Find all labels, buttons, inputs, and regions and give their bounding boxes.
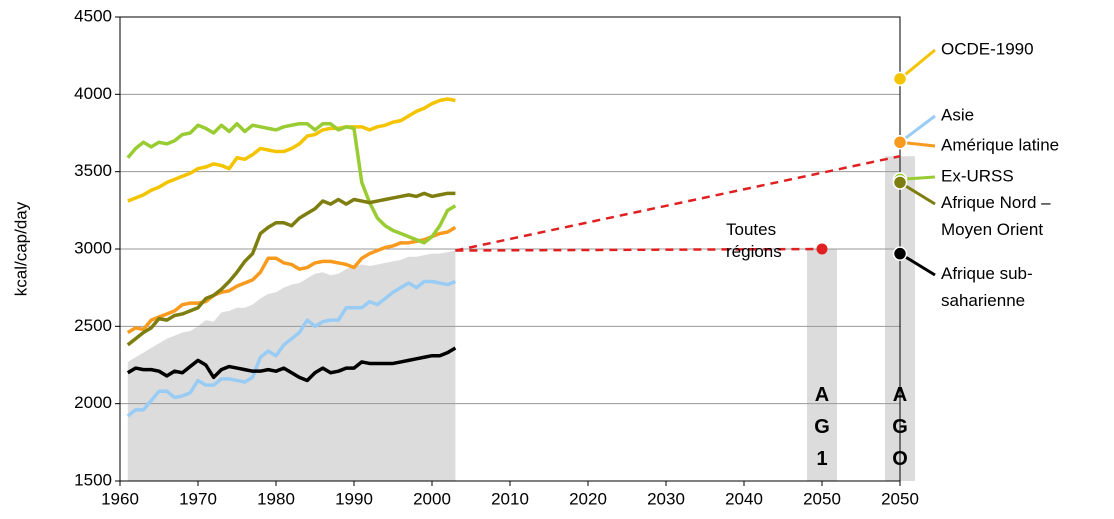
legend-label: Afrique sub-saharienne bbox=[941, 264, 1033, 310]
series-line bbox=[126, 121, 457, 245]
legend-label: Amérique latine bbox=[941, 135, 1059, 154]
y-tick-label: 2500 bbox=[74, 316, 112, 335]
legend-label: Asie bbox=[941, 105, 974, 124]
x-tick-label: 1970 bbox=[179, 489, 217, 508]
ago-marker bbox=[892, 175, 908, 190]
series-line bbox=[126, 191, 456, 347]
y-axis-label: kcal/cap/day bbox=[11, 201, 30, 296]
ago-marker bbox=[892, 135, 908, 150]
y-tick-label: 3000 bbox=[74, 238, 112, 257]
scenario-point bbox=[816, 243, 828, 255]
y-tick-label: 2000 bbox=[74, 393, 112, 412]
x-tick-label: 2010 bbox=[491, 489, 529, 508]
scenario-bar bbox=[807, 249, 837, 481]
legend-label: Ex-URSS bbox=[941, 166, 1014, 185]
series-line bbox=[126, 279, 457, 418]
ago-marker bbox=[892, 71, 908, 87]
world-area bbox=[127, 250, 456, 481]
y-tick-label: 1500 bbox=[74, 470, 112, 489]
scenario-line bbox=[455, 247, 823, 252]
legend-connector bbox=[899, 48, 936, 81]
annotation: Toutes régions bbox=[726, 220, 782, 261]
x-tick-label: 2030 bbox=[647, 489, 685, 508]
x-tick-label: 2040 bbox=[725, 489, 763, 508]
y-tick-label: 4500 bbox=[74, 6, 112, 25]
x-tick-label: 1990 bbox=[335, 489, 373, 508]
series-line bbox=[126, 225, 457, 335]
legend-label: OCDE-1990 bbox=[941, 39, 1034, 58]
y-tick-label: 3500 bbox=[74, 161, 112, 180]
legend-connector bbox=[899, 114, 936, 144]
ago-marker bbox=[892, 246, 908, 261]
y-tick-label: 4000 bbox=[74, 84, 112, 103]
series-line bbox=[126, 346, 457, 383]
x-tick-label: 2020 bbox=[569, 489, 607, 508]
x-tick-label: 1980 bbox=[257, 489, 295, 508]
legend-label: Afrique Nord – Moyen Orient bbox=[941, 193, 1051, 239]
x-tick-label: 2000 bbox=[413, 489, 451, 508]
series-line bbox=[127, 97, 456, 203]
scenario-line bbox=[455, 154, 901, 252]
x-tick-label: 1960 bbox=[101, 489, 139, 508]
x-tick-label: 2050 bbox=[803, 489, 841, 508]
x-tick-label: 2050 bbox=[881, 489, 919, 508]
